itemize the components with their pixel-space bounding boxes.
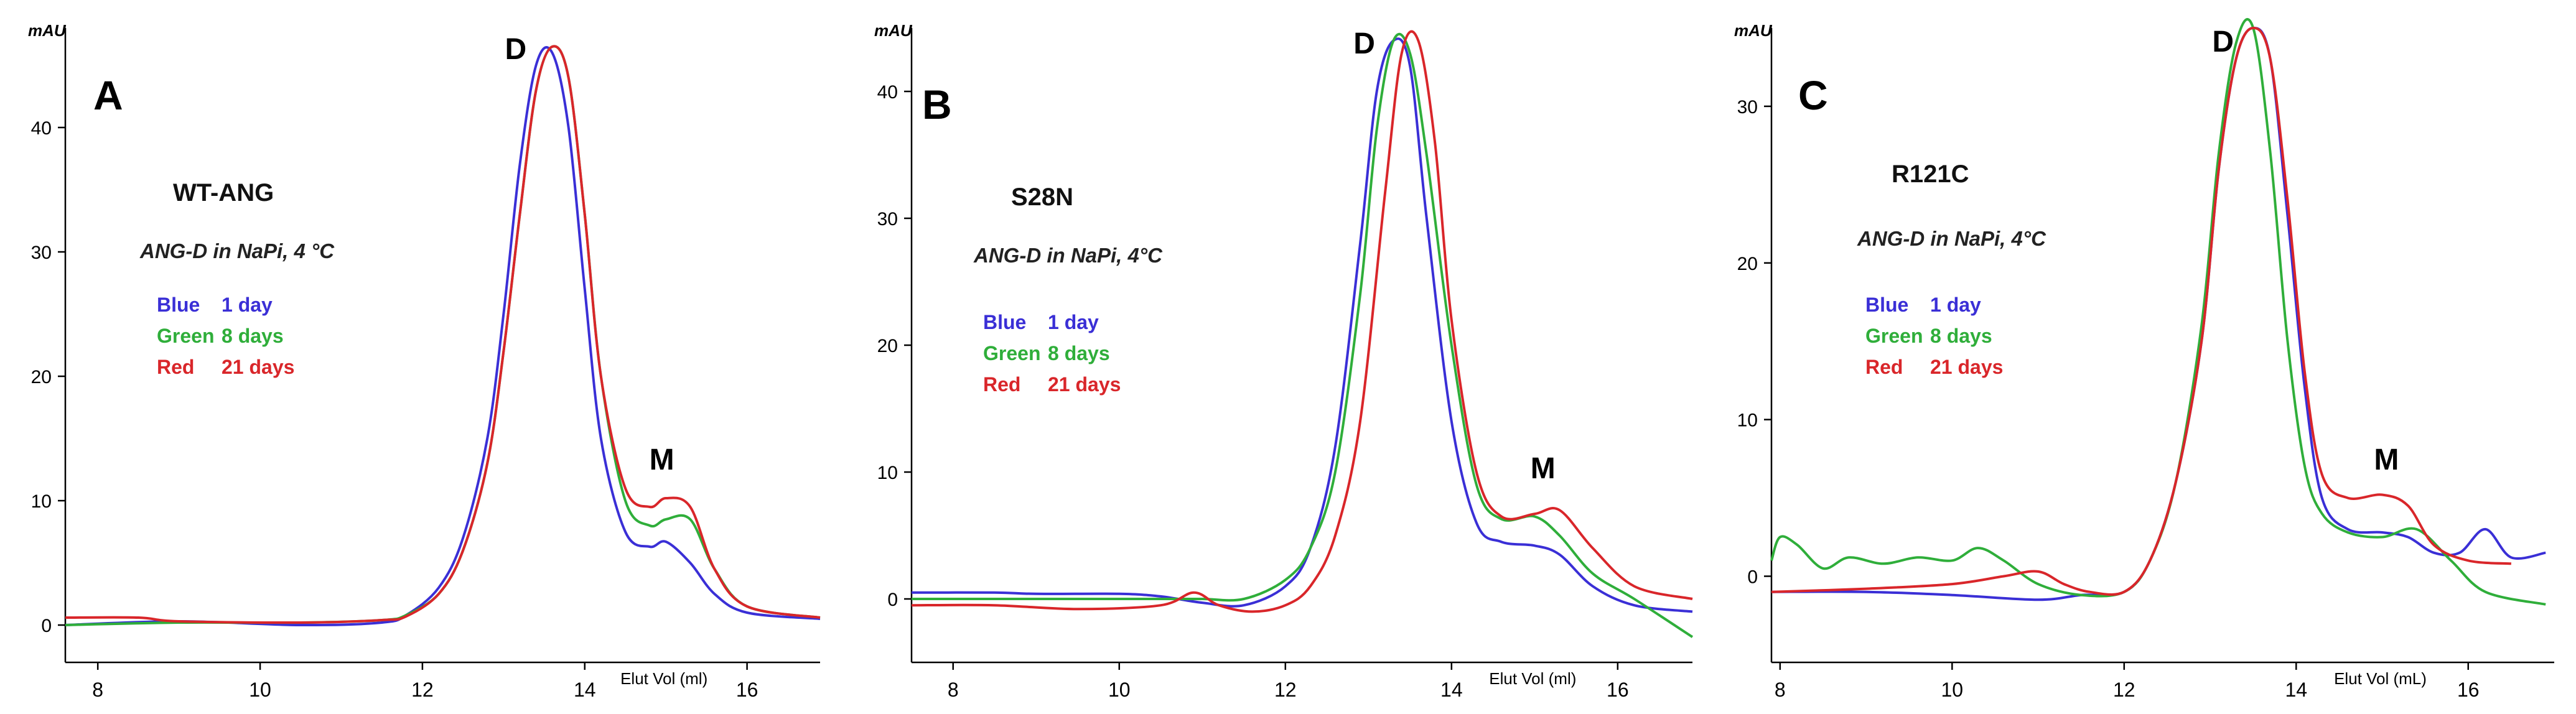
series-line-blue xyxy=(911,37,1693,613)
legend-item-blue: Blue 1 day xyxy=(983,307,1121,338)
y-tick-label: 20 xyxy=(31,367,52,387)
y-axis-label: mAU xyxy=(874,21,913,40)
peak-label-m: M xyxy=(2374,443,2399,476)
sample-label-b: S28N xyxy=(1011,183,1074,211)
legend-duration: 21 days xyxy=(1930,356,2004,378)
legend-color-name: Green xyxy=(983,342,1041,364)
y-tick-label: 20 xyxy=(1737,254,1758,274)
legend-a: Blue 1 day Green 8 days Red 21 days xyxy=(157,289,294,382)
series-line-blue xyxy=(65,46,821,627)
legend-duration: 8 days xyxy=(1048,342,1110,364)
legend-item-red: Red 21 days xyxy=(983,369,1121,400)
x-axis-label: Elut Vol (ml) xyxy=(1489,669,1576,688)
legend-color-name: Red xyxy=(157,356,195,378)
legend-color-name: Red xyxy=(983,373,1021,396)
legend-color-name: Green xyxy=(1865,325,1923,347)
series-line-green xyxy=(1770,18,2546,606)
x-tick-label: 14 xyxy=(2285,679,2307,701)
y-tick-label: 40 xyxy=(877,82,898,103)
legend-b: Blue 1 day Green 8 days Red 21 days xyxy=(983,307,1121,400)
x-tick-label: 12 xyxy=(1274,679,1297,701)
peak-label-m: M xyxy=(1531,452,1556,485)
condition-label-a: ANG-D in NaPi, 4 °C xyxy=(140,239,335,262)
x-tick-label: 16 xyxy=(736,679,758,701)
chart-svg-b: 0 10 20 30 40 8 10 12 14 16 mAU Elut Vol (ml) D M xyxy=(874,21,1694,701)
y-tick-label: 10 xyxy=(877,463,898,483)
y-tick-label: 20 xyxy=(877,336,898,356)
legend-item-green: Green 8 days xyxy=(157,320,294,351)
legend-item-green: Green 8 days xyxy=(983,338,1121,369)
condition-label-c: ANG-D in NaPi, 4°C xyxy=(1857,227,2046,250)
panel-letter-a: A xyxy=(93,72,123,118)
legend-item-blue: Blue 1 day xyxy=(1865,289,2003,320)
x-tick-label: 16 xyxy=(2457,679,2480,701)
legend-color-name: Blue xyxy=(157,294,200,316)
x-tick-label: 14 xyxy=(1440,679,1463,701)
legend-item-blue: Blue 1 day xyxy=(157,289,294,320)
legend-color-name: Blue xyxy=(1865,294,1909,316)
x-tick-label: 8 xyxy=(1775,679,1786,701)
legend-duration: 1 day xyxy=(1930,294,1981,316)
x-tick-label: 12 xyxy=(2113,679,2135,701)
legend-duration: 8 days xyxy=(222,325,284,347)
chart-panel-b: 0 10 20 30 40 8 10 12 14 16 mAU Elut Vol (ml) D M B S… xyxy=(852,0,1711,714)
y-axis-label: mAU xyxy=(1734,21,1773,40)
chart-svg-c: 0 10 20 30 8 10 12 14 16 mAU Elut Vol (mL) D M xyxy=(1734,18,2554,701)
y-tick-label: 40 xyxy=(31,118,52,139)
sample-label-a: WT-ANG xyxy=(173,179,274,206)
y-tick-label: 30 xyxy=(877,209,898,230)
x-tick-label: 10 xyxy=(1941,679,1964,701)
x-tick-label: 10 xyxy=(1108,679,1131,701)
panel-letter-b: B xyxy=(922,81,952,128)
legend-item-green: Green 8 days xyxy=(1865,320,2003,351)
legend-duration: 21 days xyxy=(222,356,295,378)
x-tick-label: 8 xyxy=(92,679,103,701)
chart-panel-c: 0 10 20 30 8 10 12 14 16 mAU Elut Vol (mL) D M C R12… xyxy=(1717,0,2576,714)
x-tick-label: 12 xyxy=(411,679,434,701)
x-axis-label: Elut Vol (mL) xyxy=(2334,669,2427,688)
x-tick-label: 10 xyxy=(249,679,271,701)
condition-label-b: ANG-D in NaPi, 4°C xyxy=(974,244,1162,267)
legend-duration: 1 day xyxy=(1048,311,1099,333)
legend-item-red: Red 21 days xyxy=(157,351,294,382)
legend-duration: 8 days xyxy=(1930,325,1992,347)
x-tick-label: 16 xyxy=(1607,679,1629,701)
y-tick-label: 30 xyxy=(1737,97,1758,118)
series-line-red xyxy=(1771,27,2512,596)
legend-color-name: Blue xyxy=(983,311,1027,333)
y-tick-label: 30 xyxy=(31,243,52,263)
y-tick-label: 10 xyxy=(31,491,52,512)
sample-label-c: R121C xyxy=(1892,160,1969,188)
legend-item-red: Red 21 days xyxy=(1865,351,2003,382)
legend-color-name: Green xyxy=(157,325,215,347)
y-axis-label: mAU xyxy=(28,21,67,40)
peak-label-m: M xyxy=(650,443,674,476)
y-tick-label: 0 xyxy=(1747,567,1758,587)
y-tick-label: 0 xyxy=(41,616,52,636)
series-line-red xyxy=(911,30,1693,613)
x-tick-label: 14 xyxy=(574,679,596,701)
chart-svg-a: 0 10 20 30 40 8 10 12 14 16 mAU Elut Vol (ml) D M xyxy=(28,21,821,701)
series-line-red xyxy=(65,45,821,624)
legend-color-name: Red xyxy=(1865,356,1903,378)
chart-panel-a: 0 10 20 30 40 8 10 12 14 16 mAU Elut Vol (ml) D M A W… xyxy=(0,0,859,714)
legend-duration: 1 day xyxy=(222,294,273,316)
legend-c: Blue 1 day Green 8 days Red 21 days xyxy=(1865,289,2003,382)
x-axis-label: Elut Vol (ml) xyxy=(620,669,707,688)
y-tick-label: 10 xyxy=(1737,410,1758,431)
peak-label-d: D xyxy=(1353,27,1375,60)
peak-label-d: D xyxy=(505,33,527,66)
peak-label-d: D xyxy=(2212,26,2234,58)
panel-letter-c: C xyxy=(1798,72,1828,118)
y-tick-label: 0 xyxy=(887,590,898,610)
x-tick-label: 8 xyxy=(948,679,959,701)
legend-duration: 21 days xyxy=(1048,373,1121,396)
